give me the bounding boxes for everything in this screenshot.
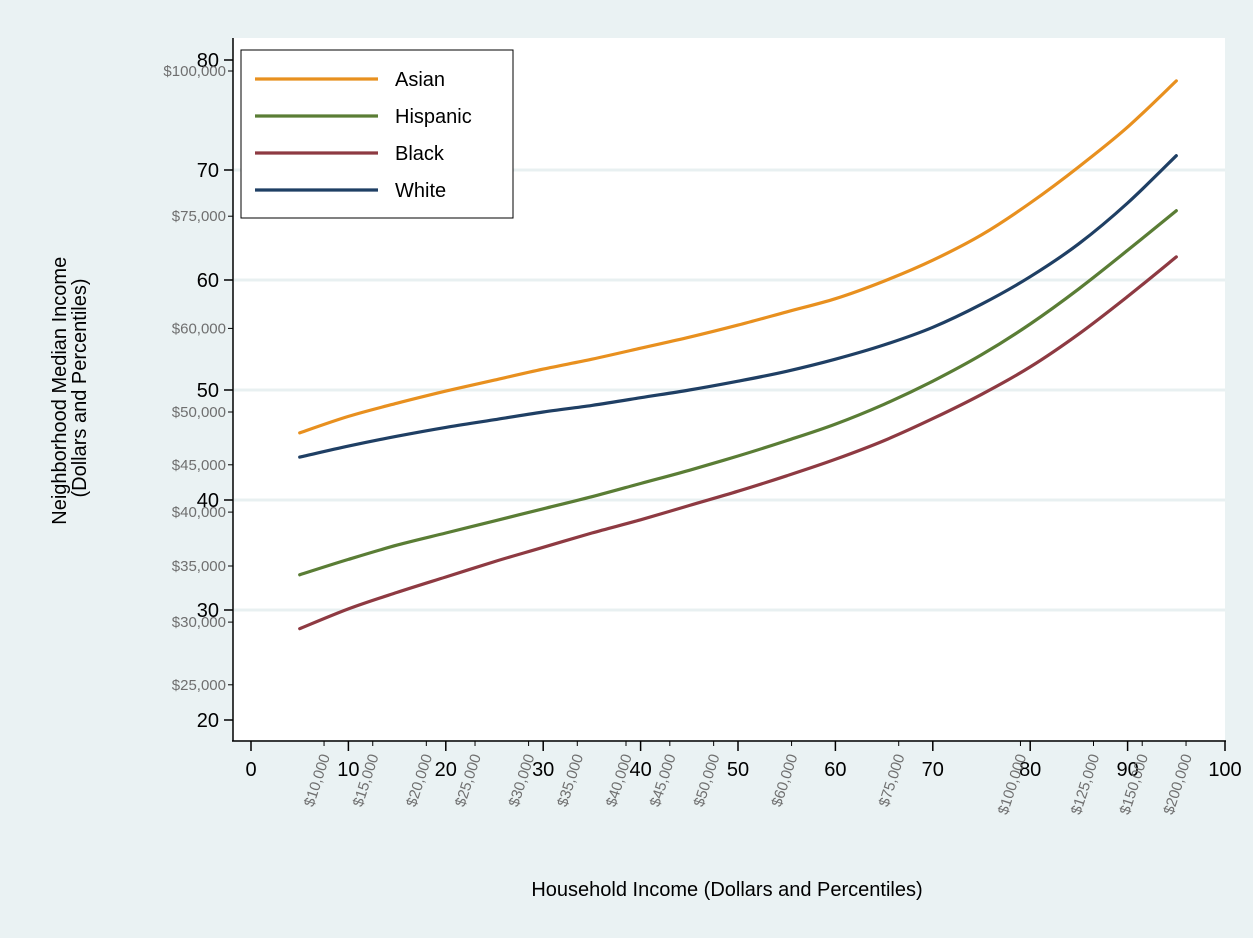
y-dollar-ticks: $100,000 $75,000 $60,000 $50,000 $45,000 $40,… (163, 63, 233, 694)
x-tick-label: 20 (435, 759, 457, 781)
series-line-black (298, 255, 1178, 631)
legend-label-white: White (395, 180, 446, 202)
x-tick-label: 80 (1019, 759, 1041, 781)
x-axis-title: Household Income (Dollars and Percentile… (531, 879, 922, 901)
y-dollar-tick-label: $75,000 (172, 208, 226, 225)
y-axis-title: Neighborhood Median Income (Dollars and … (49, 251, 91, 525)
legend-box (240, 49, 514, 219)
x-tick-label: 90 (1116, 759, 1138, 781)
series-line-asian (298, 79, 1178, 435)
x-tick-label: 50 (727, 759, 749, 781)
y-dollar-tick-label: $40,000 (172, 504, 226, 521)
series-line-white (298, 154, 1178, 459)
y-dollar-tick-label: $35,000 (172, 558, 226, 575)
y-tick-label: 40 (197, 490, 219, 512)
x-tick-label: 60 (824, 759, 846, 781)
x-tick-label: 40 (629, 759, 651, 781)
x-ticks: 0 10 20 30 40 50 60 70 80 90 100 (245, 741, 1242, 781)
legend-label-asian: Asian (395, 69, 445, 91)
y-dollar-tick-label: $50,000 (172, 404, 226, 421)
x-tick-label: 70 (922, 759, 944, 781)
series-lines (298, 79, 1178, 631)
legend-label-black: Black (395, 143, 445, 165)
y-dollar-tick-label: $45,000 (172, 457, 226, 474)
y-tick-label: 50 (197, 380, 219, 402)
y-axis-title-line-2: (Dollars and Percentiles) (69, 279, 91, 498)
legend-label-hispanic: Hispanic (395, 106, 472, 128)
y-ticks: 20 30 40 50 60 70 80 (197, 50, 233, 732)
x-tick-label: 0 (245, 759, 256, 781)
y-tick-label: 30 (197, 600, 219, 622)
x-tick-label: 10 (337, 759, 359, 781)
y-tick-label: 60 (197, 270, 219, 292)
y-dollar-tick-label: $30,000 (172, 614, 226, 631)
y-tick-label: 80 (197, 50, 219, 72)
y-dollar-tick-label: $60,000 (172, 320, 226, 337)
y-dollar-tick-label: $25,000 (172, 677, 226, 694)
y-tick-label: 70 (197, 160, 219, 182)
y-tick-label: 20 (197, 710, 219, 732)
y-dollar-tick-label: $100,000 (163, 63, 226, 80)
y-axis-title-line-1: Neighborhood Median Income (49, 257, 71, 525)
series-line-hispanic (298, 209, 1178, 577)
legend: Asian Hispanic Black White (240, 49, 514, 219)
x-tick-label: 30 (532, 759, 554, 781)
x-tick-label: 100 (1208, 759, 1241, 781)
